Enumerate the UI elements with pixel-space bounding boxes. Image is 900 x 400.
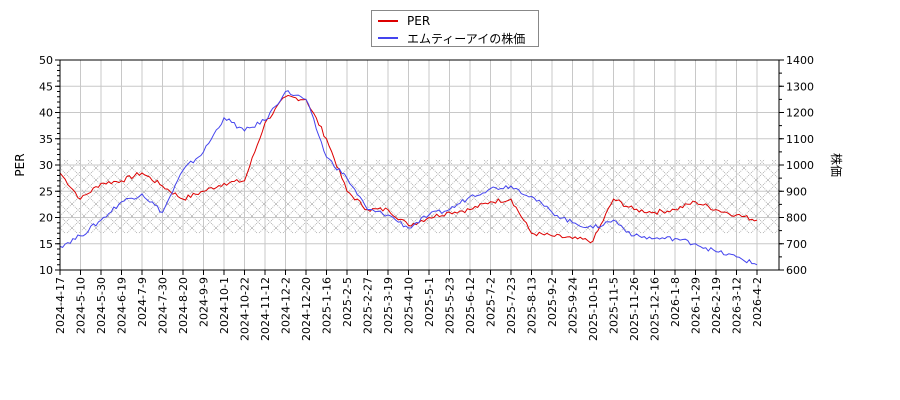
series-line-price	[59, 90, 758, 266]
y-tick-label: 20	[39, 212, 53, 225]
x-tick-label: 2025-5-23	[444, 277, 457, 334]
y-tick-label: 50	[39, 54, 53, 67]
x-tick-label: 2024-5-30	[95, 277, 108, 334]
y-axis-left-ticks: 10 15 20 25 30 35 40 45 50	[39, 54, 60, 277]
legend-swatch-per	[378, 20, 398, 22]
y-tick-label: 30	[39, 159, 53, 172]
y-tick-label: 40	[39, 107, 53, 120]
x-tick-label: 2024-12-20	[300, 277, 313, 341]
grid-lines	[59, 59, 779, 271]
x-axis-ticks: 2024-4-17 2024-5-10 2024-5-30 2024-6-19 2024…	[54, 270, 764, 341]
x-tick-label: 2026-2-19	[710, 277, 723, 334]
y2-tick-label: 1100	[786, 133, 814, 146]
x-tick-label: 2024-5-10	[75, 277, 88, 334]
y-axis-right-ticks: 600 700 800 900 1000 1100 1200 1300 1400	[779, 54, 814, 277]
x-tick-label: 2026-4-2	[751, 277, 764, 327]
y2-tick-label: 900	[786, 185, 807, 198]
y2-tick-label: 700	[786, 238, 807, 251]
x-tick-label: 2025-11-5	[608, 277, 621, 334]
legend-label-per: PER	[407, 14, 431, 28]
x-tick-label: 2026-1-29	[690, 277, 703, 334]
x-tick-label: 2024-9-9	[198, 277, 211, 327]
y-axis-left-title: PER	[13, 153, 27, 176]
y2-tick-label: 800	[786, 212, 807, 225]
y-tick-label: 10	[39, 264, 53, 277]
x-tick-label: 2025-12-16	[649, 277, 662, 341]
x-tick-label: 2025-7-23	[505, 277, 518, 334]
x-tick-label: 2024-6-19	[116, 277, 129, 334]
series-line-per	[59, 94, 758, 244]
x-tick-label: 2024-7-9	[136, 277, 149, 327]
legend: PER エムティーアイの株価	[371, 10, 539, 47]
legend-item-price: エムティーアイの株価	[378, 30, 525, 46]
y2-tick-label: 1000	[786, 159, 814, 172]
x-tick-label: 2025-1-16	[321, 277, 334, 334]
legend-item-per: PER	[378, 13, 430, 29]
legend-label-price: エムティーアイの株価	[407, 31, 526, 46]
y-axis-right-title: 株価	[829, 153, 844, 177]
x-tick-label: 2025-2-27	[362, 277, 375, 334]
x-tick-label: 2025-8-13	[526, 277, 539, 334]
x-tick-label: 2025-9-24	[567, 277, 580, 334]
x-tick-label: 2026-3-12	[731, 277, 744, 334]
legend-swatch-price	[378, 37, 398, 39]
x-tick-label: 2025-5-1	[423, 277, 436, 327]
x-tick-label: 2026-1-8	[669, 277, 682, 327]
x-tick-label: 2024-10-1	[218, 277, 231, 334]
x-tick-label: 2025-7-2	[485, 277, 498, 327]
y-tick-label: 25	[39, 185, 53, 198]
x-tick-label: 2025-6-12	[464, 277, 477, 334]
x-tick-label: 2025-4-10	[403, 277, 416, 334]
x-tick-label: 2025-3-19	[382, 277, 395, 334]
x-tick-label: 2024-4-17	[54, 277, 67, 334]
y-tick-label: 35	[39, 133, 53, 146]
x-tick-label: 2025-10-15	[587, 277, 600, 341]
y-tick-label: 45	[39, 80, 53, 93]
y2-tick-label: 1300	[786, 80, 814, 93]
x-tick-label: 2024-8-20	[177, 277, 190, 334]
x-tick-label: 2025-2-5	[341, 277, 354, 327]
x-tick-label: 2024-11-12	[259, 277, 272, 341]
y-tick-label: 15	[39, 238, 53, 251]
series-lines	[59, 90, 758, 266]
x-tick-label: 2025-11-26	[628, 277, 641, 341]
y2-tick-label: 1200	[786, 107, 814, 120]
x-tick-label: 2024-7-30	[157, 277, 170, 334]
x-tick-label: 2025-9-2	[546, 277, 559, 327]
y2-tick-label: 600	[786, 264, 807, 277]
x-tick-label: 2024-10-22	[239, 277, 252, 341]
y2-tick-label: 1400	[786, 54, 814, 67]
x-tick-label: 2024-12-2	[280, 277, 293, 334]
